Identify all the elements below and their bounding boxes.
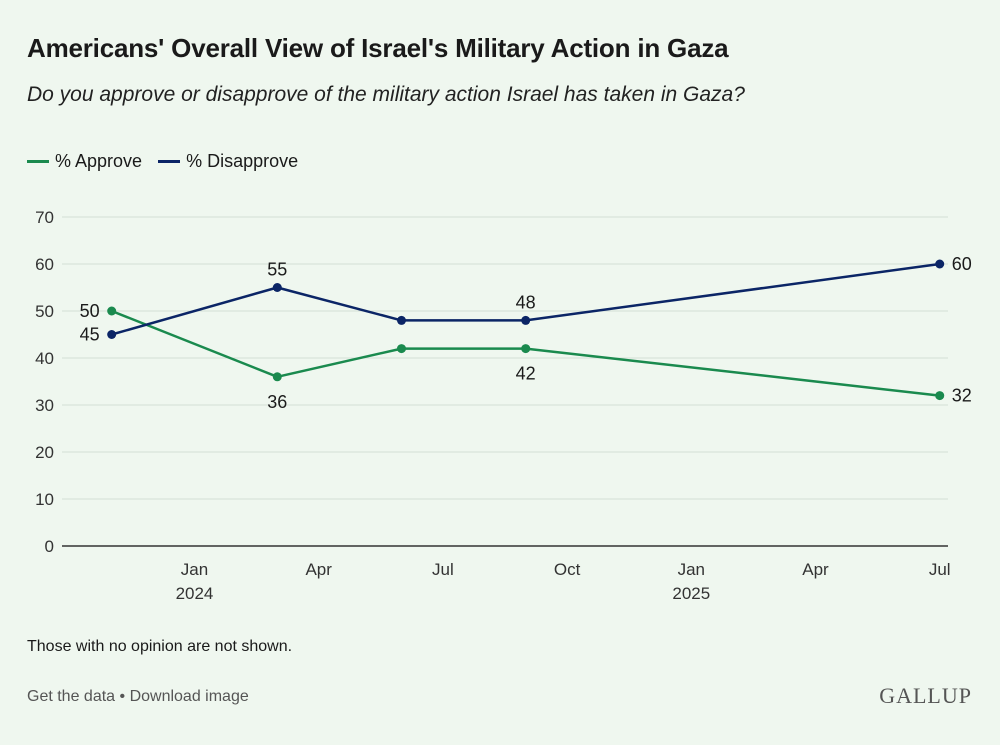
x-tick-label: Oct <box>554 560 581 579</box>
data-point-disapprove <box>935 259 945 269</box>
chart-title: Americans' Overall View of Israel's Mili… <box>27 33 729 63</box>
data-label: 50 <box>80 301 100 321</box>
x-tick-label: Jul <box>929 560 951 579</box>
y-tick-label: 10 <box>35 490 54 509</box>
y-tick-label: 20 <box>35 443 54 462</box>
get-data-link[interactable]: Get the data <box>27 688 116 705</box>
data-label: 48 <box>516 292 536 312</box>
legend-label-disapprove: % Disapprove <box>186 151 299 171</box>
data-point-disapprove <box>107 330 117 339</box>
data-point-disapprove <box>521 315 531 325</box>
legend-label-approve: % Approve <box>55 151 143 171</box>
y-tick-label: 30 <box>35 396 54 415</box>
chart-subtitle: Do you approve or disapprove of the mili… <box>27 83 745 106</box>
legend-swatch-approve <box>27 160 49 163</box>
legend-item-approve: % Approve <box>27 151 142 172</box>
y-tick-label: 0 <box>45 537 54 556</box>
data-label: 55 <box>267 260 287 280</box>
y-tick-label: 70 <box>35 208 54 227</box>
x-tick-label: Jul <box>432 560 454 579</box>
data-point-approve <box>107 306 117 316</box>
legend-swatch-disapprove <box>158 160 181 163</box>
data-label: 60 <box>952 254 972 274</box>
footnote: Those with no opinion are not shown. <box>27 638 293 655</box>
legend: % Approve % Disapprove <box>27 151 314 172</box>
data-point-approve <box>272 372 282 382</box>
data-point-disapprove <box>396 315 406 325</box>
x-tick-year-label: 2025 <box>672 584 710 603</box>
link-separator: • <box>115 688 130 705</box>
y-tick-label: 50 <box>35 302 54 321</box>
download-image-link[interactable]: Download image <box>129 688 249 705</box>
footer-links: Get the data • Download image <box>27 688 249 706</box>
x-tick-label: Apr <box>802 560 829 579</box>
data-label: 32 <box>952 386 972 406</box>
x-tick-year-label: 2024 <box>176 584 214 603</box>
x-tick-label: Jan <box>678 560 705 579</box>
data-point-approve <box>935 391 945 401</box>
data-label: 42 <box>516 364 536 384</box>
y-tick-label: 40 <box>35 349 54 368</box>
data-point-approve <box>396 344 406 354</box>
x-tick-label: Jan <box>181 560 208 579</box>
data-label: 45 <box>80 325 100 345</box>
legend-item-disapprove: % Disapprove <box>158 151 298 172</box>
data-point-disapprove <box>272 283 282 292</box>
gallup-logo: GALLUP <box>879 683 972 708</box>
data-point-approve <box>521 344 531 354</box>
x-tick-label: Apr <box>305 560 332 579</box>
data-label: 36 <box>267 392 287 412</box>
y-tick-label: 60 <box>35 255 54 274</box>
line-chart: 0 10 20 30 40 50 60 70 Jan 2024 Apr Jul Oct Jan 2025 Ap… <box>35 208 972 603</box>
